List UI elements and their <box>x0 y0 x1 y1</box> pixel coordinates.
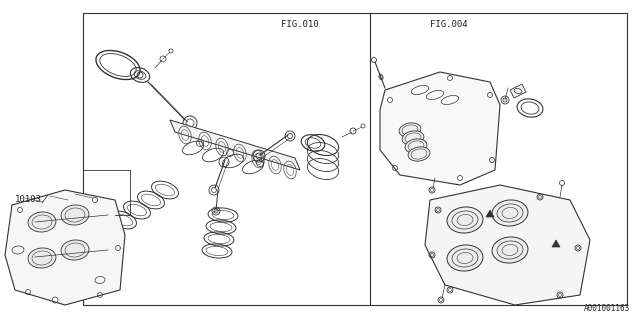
Ellipse shape <box>447 207 483 233</box>
Ellipse shape <box>402 131 424 145</box>
Ellipse shape <box>447 245 483 271</box>
Polygon shape <box>170 120 300 170</box>
Polygon shape <box>425 185 590 305</box>
Ellipse shape <box>399 123 421 137</box>
Text: FIG.010: FIG.010 <box>281 20 319 29</box>
Text: A001001163: A001001163 <box>584 304 630 313</box>
Ellipse shape <box>492 200 528 226</box>
Polygon shape <box>510 84 526 98</box>
Ellipse shape <box>28 212 56 232</box>
Polygon shape <box>486 210 494 217</box>
Polygon shape <box>552 240 560 247</box>
Ellipse shape <box>405 139 427 153</box>
Text: FIG.004: FIG.004 <box>430 20 468 29</box>
Ellipse shape <box>28 248 56 268</box>
Ellipse shape <box>492 237 528 263</box>
Polygon shape <box>380 72 500 185</box>
Ellipse shape <box>61 205 89 225</box>
Text: 10103: 10103 <box>15 195 42 204</box>
Bar <box>83 13 627 305</box>
Ellipse shape <box>61 240 89 260</box>
Polygon shape <box>5 190 125 305</box>
Ellipse shape <box>408 147 430 161</box>
